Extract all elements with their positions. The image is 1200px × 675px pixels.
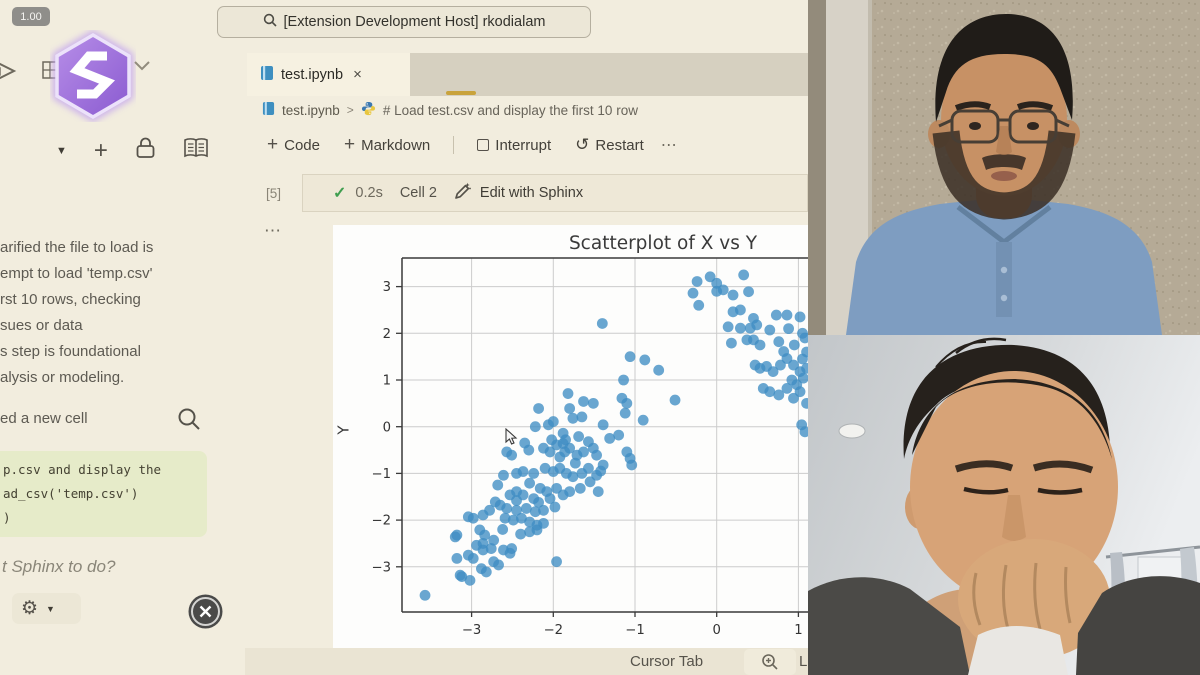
stop-close-button[interactable]	[187, 593, 224, 635]
tab-strip-background	[397, 53, 808, 96]
window-title-text: [Extension Development Host] rkodialam	[283, 14, 546, 30]
tab-test-ipynb[interactable]: test.ipynb ×	[247, 53, 410, 96]
chat-code-block: p.csv and display the ad_csv('temp.csv'))	[0, 451, 207, 537]
cursor-tab-status[interactable]: Cursor Tab	[630, 653, 704, 670]
cell-label: Cell 2	[399, 185, 437, 201]
chat-message-text: arified the file to load is empt to load …	[0, 235, 222, 391]
video-feed-bottom	[808, 335, 1200, 675]
plus-icon: +	[267, 134, 279, 155]
gear-icon: ⚙	[21, 598, 39, 619]
zoom-level-badge: 1.00	[12, 7, 50, 26]
tab-label: test.ipynb	[281, 66, 344, 83]
x-tick-label: −3	[462, 623, 481, 638]
breadcrumb-file[interactable]: test.ipynb	[282, 102, 340, 118]
add-markdown-label: Markdown	[361, 136, 431, 154]
x-tick-label: −1	[625, 623, 644, 638]
breadcrumb[interactable]: test.ipynb > # Load test.csv and display…	[262, 99, 808, 121]
caret-down-icon: ▼	[46, 603, 55, 614]
chart-title: Scatterplot of X vs Y	[568, 233, 758, 254]
y-tick-label: −3	[372, 560, 391, 575]
y-tick-label: 3	[383, 280, 391, 295]
x-tick-label: −2	[544, 623, 563, 638]
chat-line: arified the file to load is	[0, 239, 154, 256]
restart-icon: ↺	[575, 135, 590, 154]
x-tick-label: 0	[713, 623, 721, 638]
cell-duration: 0.2s	[355, 185, 383, 201]
video-feed-top	[808, 0, 1200, 335]
plus-icon: +	[343, 134, 356, 155]
code-line: ad_csv('temp.csv')	[3, 486, 139, 501]
notebook-icon	[260, 65, 274, 85]
add-code-button[interactable]: + Code	[260, 134, 327, 157]
python-icon	[361, 101, 376, 119]
magnifier-plus-icon	[762, 654, 778, 670]
x-tick-label: 1	[794, 623, 802, 638]
restart-button[interactable]: ↺ Restart	[568, 134, 651, 157]
window-title-search[interactable]: [Extension Development Host] rkodialam	[217, 6, 591, 38]
run-debug-icon[interactable]	[0, 58, 20, 89]
cell-status-bar: ✓ 0.2s Cell 2 Edit with Sphinx	[302, 174, 808, 212]
modified-tab-indicator	[446, 91, 476, 95]
y-tick-label: 2	[383, 327, 391, 342]
status-line-indicator: L	[799, 653, 808, 670]
search-icon	[263, 13, 277, 31]
magnifier-icon[interactable]	[176, 406, 202, 437]
settings-button[interactable]: ⚙ ▼	[12, 593, 81, 624]
execution-count-badge[interactable]: [5]	[266, 186, 282, 201]
lock-icon[interactable]	[135, 136, 156, 165]
restart-label: Restart	[595, 136, 644, 154]
collapse-triangle-icon[interactable]: ▼	[56, 144, 67, 157]
y-tick-label: −1	[372, 467, 391, 482]
interrupt-label: Interrupt	[495, 136, 552, 154]
notebook-toolbar: + Code + Markdown Interrupt ↺ Restart ⋯	[260, 131, 678, 159]
chat-line: empt to load 'temp.csv'	[0, 265, 153, 282]
sphinx-input-placeholder[interactable]: t Sphinx to do?	[2, 557, 116, 576]
status-bar	[245, 648, 808, 675]
notebook-icon	[262, 101, 275, 119]
chat-line: s step is foundational	[0, 343, 141, 360]
scatter-chart: −3 −2 −1 0 1 −3 −2 −1 0 1 2 3	[372, 257, 808, 638]
breadcrumb-cell[interactable]: # Load test.csv and display the first 10…	[382, 102, 638, 118]
y-tick-label: −2	[372, 514, 391, 529]
sphinx-logo	[50, 29, 136, 127]
stop-square-icon	[477, 139, 490, 151]
chat-line: sues or data	[0, 317, 83, 334]
chat-line: alysis or modeling.	[0, 369, 125, 386]
cell-output-plot: Scatterplot of X vs Y Y −3 −2 −1 0 1 −3 −2 −1 0 1…	[333, 225, 808, 648]
book-icon[interactable]	[183, 137, 209, 164]
chevron-down-icon[interactable]	[133, 56, 151, 77]
cell-more-button[interactable]: ⋯	[264, 221, 282, 240]
person-top-webcam	[808, 0, 1200, 335]
success-check-icon: ✓	[333, 185, 347, 202]
tab-close-icon[interactable]: ×	[353, 66, 362, 83]
chat-new-cell-text: ed a new cell	[0, 410, 88, 427]
breadcrumb-separator: >	[346, 103, 354, 117]
mouse-cursor	[504, 427, 519, 451]
chat-line: rst 10 rows, checking	[0, 291, 141, 308]
sparkle-pencil-icon	[452, 182, 471, 204]
interrupt-button[interactable]: Interrupt	[470, 134, 558, 157]
zoom-in-button[interactable]	[744, 649, 796, 675]
add-code-label: Code	[284, 136, 320, 154]
y-tick-label: 1	[383, 374, 391, 389]
person-bottom-webcam	[808, 335, 1200, 675]
code-line: p.csv and display the	[3, 462, 162, 477]
add-markdown-button[interactable]: + Markdown	[337, 134, 437, 157]
toolbar-divider	[453, 136, 455, 154]
toolbar-more-button[interactable]: ⋯	[660, 137, 678, 154]
scatter-points-group	[419, 269, 808, 601]
add-icon[interactable]: +	[93, 136, 108, 164]
y-tick-label: 0	[383, 420, 391, 435]
code-line: )	[3, 510, 11, 525]
edit-with-sphinx-button[interactable]: Edit with Sphinx	[479, 185, 584, 201]
panel-toolbar: ▼ +	[56, 136, 209, 165]
